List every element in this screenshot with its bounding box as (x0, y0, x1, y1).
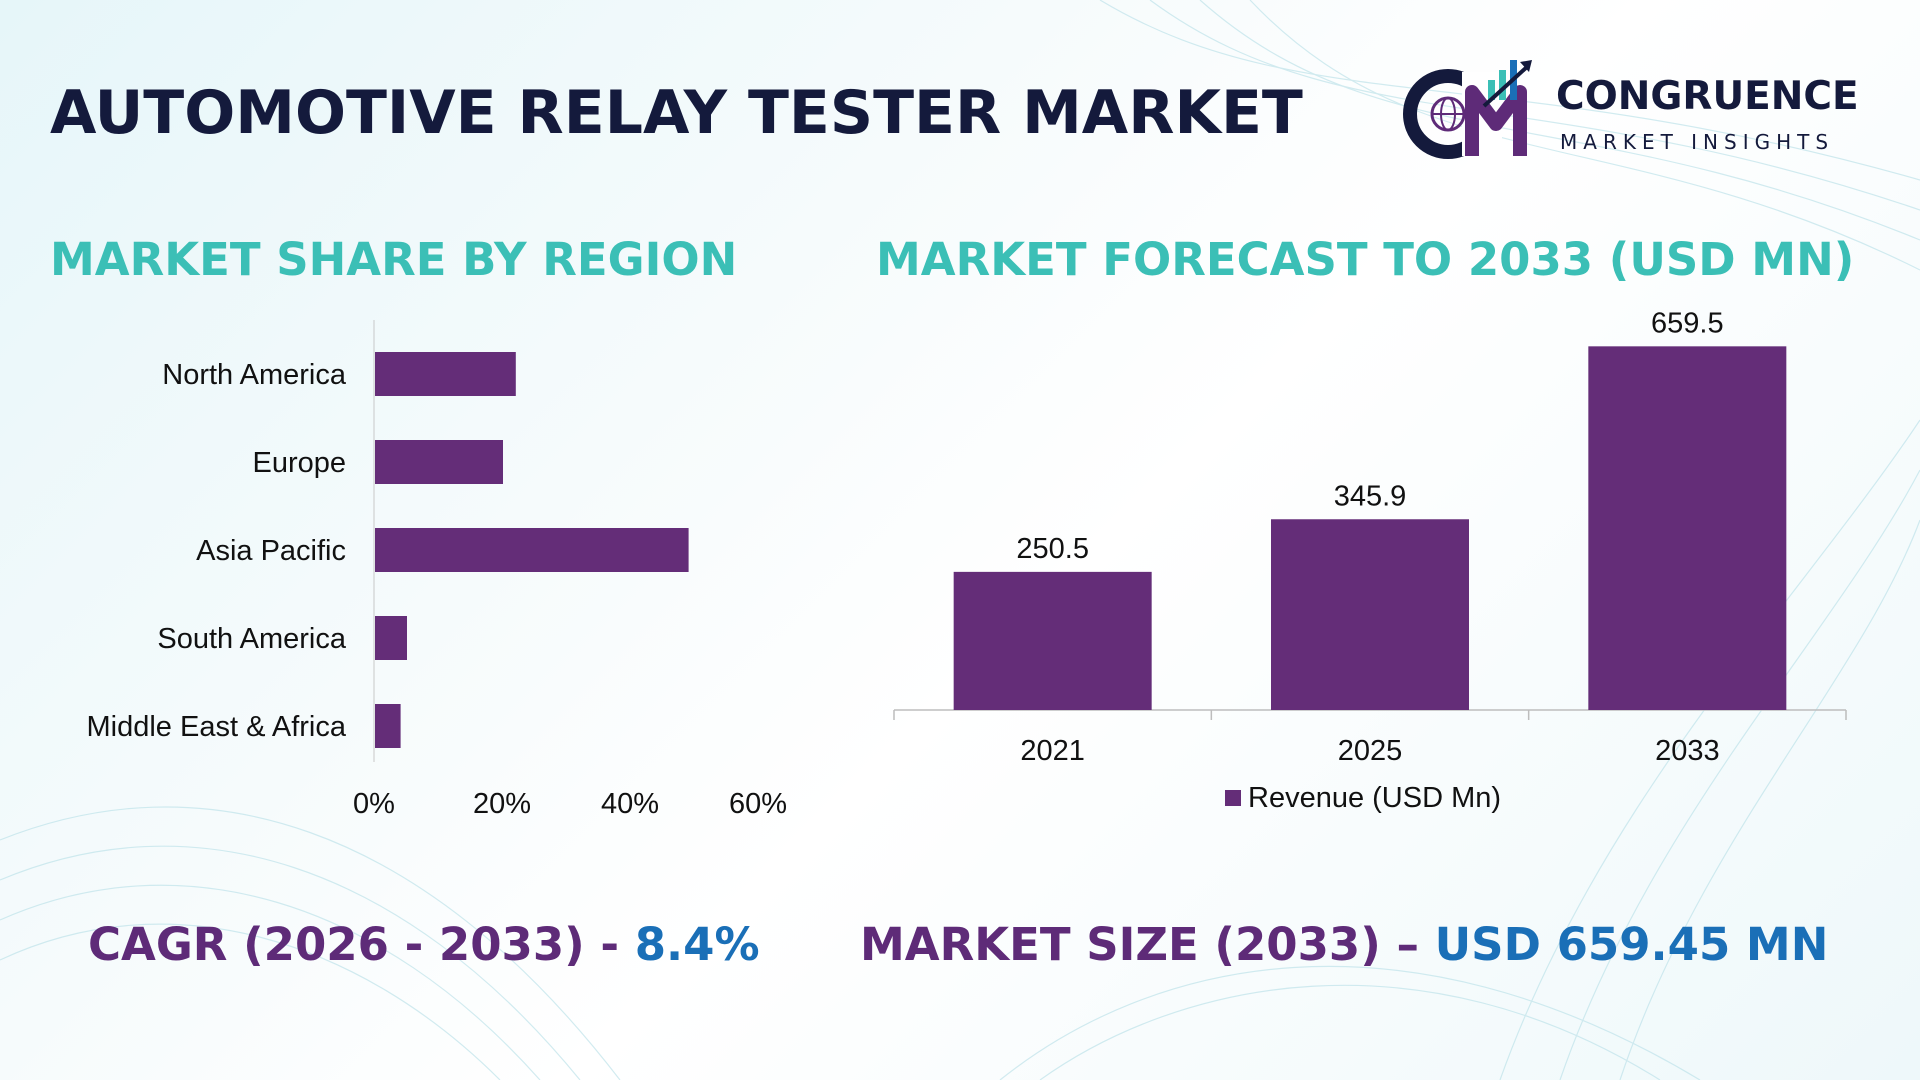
market-size-stat: MARKET SIZE (2033) – USD 659.45 MN (860, 918, 1828, 971)
region-bar (375, 704, 401, 748)
forecast-bar (1588, 346, 1787, 710)
region-bar (375, 352, 516, 396)
forecast-bar (1271, 519, 1469, 710)
market-size-label: MARKET SIZE (2033) – (860, 918, 1435, 971)
market-size-value: USD 659.45 MN (1434, 918, 1829, 971)
region-category-label: Asia Pacific (196, 535, 346, 567)
region-tick-label: 60% (729, 788, 787, 820)
region-share-bar-chart: North America Europe Asia Pacific South Ame… (87, 320, 787, 820)
forecast-category-label: 2025 (1338, 735, 1403, 767)
region-bar (375, 528, 689, 572)
region-bar (375, 440, 503, 484)
region-category-label: North America (162, 359, 347, 391)
brand-tagline: MARKET INSIGHTS (1560, 130, 1835, 154)
forecast-bar-chart: 250.5 2021 345.9 2025 659.5 2033 Revenue (USD … (893, 307, 1847, 814)
region-bar (375, 616, 407, 660)
forecast-category-label: 2033 (1655, 735, 1720, 767)
legend-label: Revenue (USD Mn) (1248, 782, 1501, 814)
page-title: AUTOMOTIVE RELAY TESTER MARKET (50, 78, 1303, 148)
forecast-data-label: 659.5 (1651, 307, 1724, 339)
cagr-stat: CAGR (2026 - 2033) - 8.4% (88, 918, 760, 971)
brand-logo: CONGRUENCE MARKET INSIGHTS (1400, 52, 1880, 162)
cagr-label: CAGR (2026 - 2033) - (88, 918, 635, 971)
region-category-label: Middle East & Africa (87, 711, 347, 743)
brand-name: CONGRUENCE (1556, 74, 1859, 119)
region-tick-label: 20% (473, 788, 531, 820)
region-tick-label: 40% (601, 788, 659, 820)
legend-swatch (1225, 790, 1241, 806)
region-tick-label: 0% (353, 788, 395, 820)
forecast-data-label: 250.5 (1016, 533, 1089, 565)
forecast-category-label: 2021 (1020, 735, 1085, 767)
cagr-value: 8.4% (634, 918, 760, 971)
forecast-data-label: 345.9 (1334, 480, 1407, 512)
forecast-chart-title: MARKET FORECAST TO 2033 (USD MN) (876, 233, 1855, 286)
region-chart-title: MARKET SHARE BY REGION (50, 233, 738, 286)
forecast-bar (953, 571, 1152, 710)
region-category-label: Europe (252, 447, 346, 479)
logo-mark-icon (1403, 60, 1532, 159)
region-category-label: South America (157, 623, 346, 655)
